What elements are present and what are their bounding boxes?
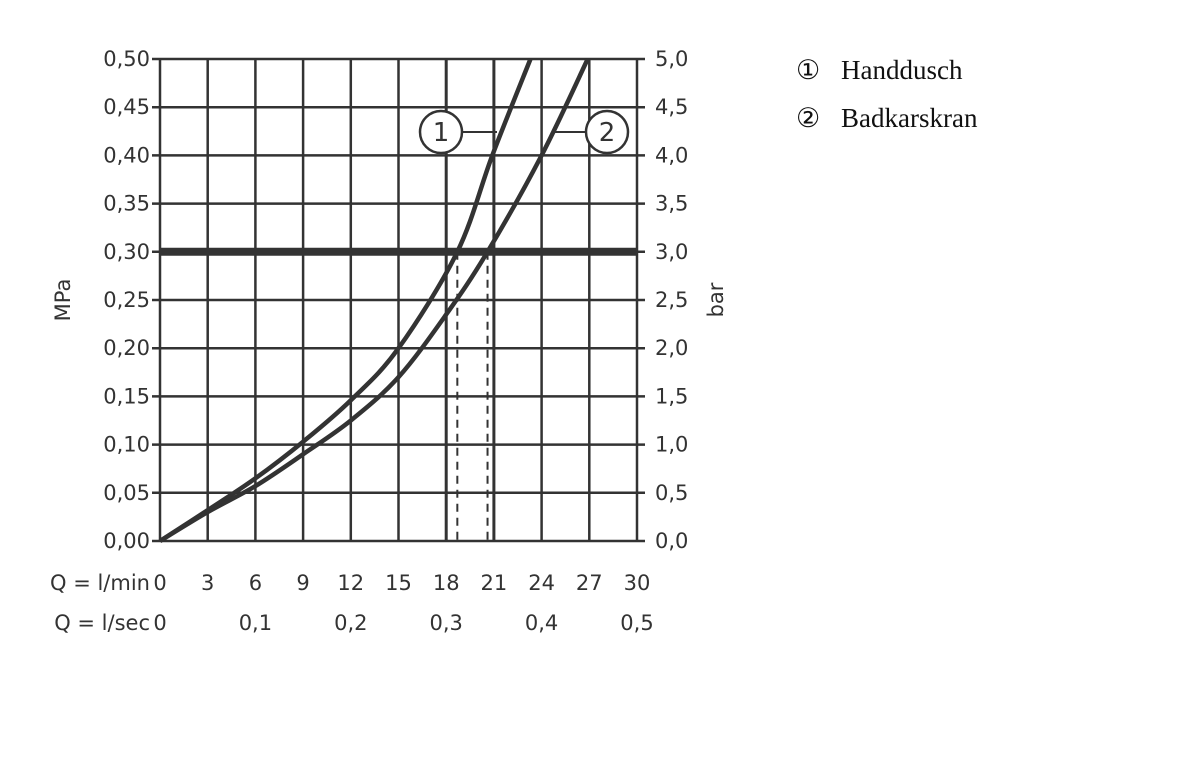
x-tick-lsec: 0,4: [525, 611, 558, 635]
x-tick-lsec: 0,3: [429, 611, 462, 635]
y-label-right: bar: [704, 282, 728, 317]
x-label-lmin: Q = l/min: [50, 571, 150, 595]
legend-marker: ①: [796, 55, 820, 85]
y-tick-right: 0,0: [655, 529, 688, 553]
callout-circle: [584, 109, 630, 155]
y-tick-right: 3,0: [655, 240, 688, 264]
x-label-lsec: Q = l/sec: [54, 611, 150, 635]
x-tick-lsec: 0,1: [239, 611, 272, 635]
y-tick-left: 0,25: [103, 288, 150, 312]
y-tick-right: 5,0: [655, 47, 688, 71]
x-tick-lsec: 0: [153, 611, 166, 635]
legend-label: Badkarskran: [841, 103, 978, 133]
y-tick-right: 2,5: [655, 288, 688, 312]
x-tick-lmin: 21: [481, 571, 508, 595]
y-tick-right: 3,5: [655, 192, 688, 216]
y-tick-left: 0,20: [103, 336, 150, 360]
y-tick-right: 1,5: [655, 384, 688, 408]
x-tick-lmin: 15: [385, 571, 412, 595]
x-tick-lmin: 30: [624, 571, 651, 595]
y-tick-left: 0,05: [103, 481, 150, 505]
x-tick-lsec: 0,5: [620, 611, 653, 635]
y-tick-left: 0,00: [103, 529, 150, 553]
callout-circle: [418, 109, 464, 155]
y-tick-left: 0,40: [103, 143, 150, 167]
y-tick-right: 0,5: [655, 481, 688, 505]
callout-label: 2: [599, 118, 616, 148]
callout-label: 1: [433, 118, 450, 148]
x-tick-lmin: 3: [201, 571, 214, 595]
series-line-1: [158, 58, 533, 543]
y-tick-right: 1,0: [655, 433, 688, 457]
y-tick-left: 0,30: [103, 240, 150, 264]
x-tick-lmin: 12: [337, 571, 364, 595]
y-tick-left: 0,50: [103, 47, 150, 71]
x-tick-lmin: 9: [296, 571, 309, 595]
y-tick-left: 0,45: [103, 95, 150, 119]
x-tick-lmin: 0: [153, 571, 166, 595]
legend-label: Handdusch: [841, 55, 963, 85]
y-tick-right: 4,0: [655, 143, 688, 167]
x-tick-lmin: 6: [249, 571, 262, 595]
y-tick-left: 0,10: [103, 433, 150, 457]
legend-marker: ②: [796, 103, 820, 133]
x-tick-lsec: 0,2: [334, 611, 367, 635]
y-tick-right: 4,5: [655, 95, 688, 119]
x-tick-lmin: 27: [576, 571, 603, 595]
y-label-left: MPa: [51, 279, 75, 322]
y-tick-left: 0,35: [103, 192, 150, 216]
y-tick-right: 2,0: [655, 336, 688, 360]
series-line-2: [158, 58, 590, 543]
x-tick-lmin: 24: [528, 571, 555, 595]
x-tick-lmin: 18: [433, 571, 460, 595]
y-tick-left: 0,15: [103, 384, 150, 408]
